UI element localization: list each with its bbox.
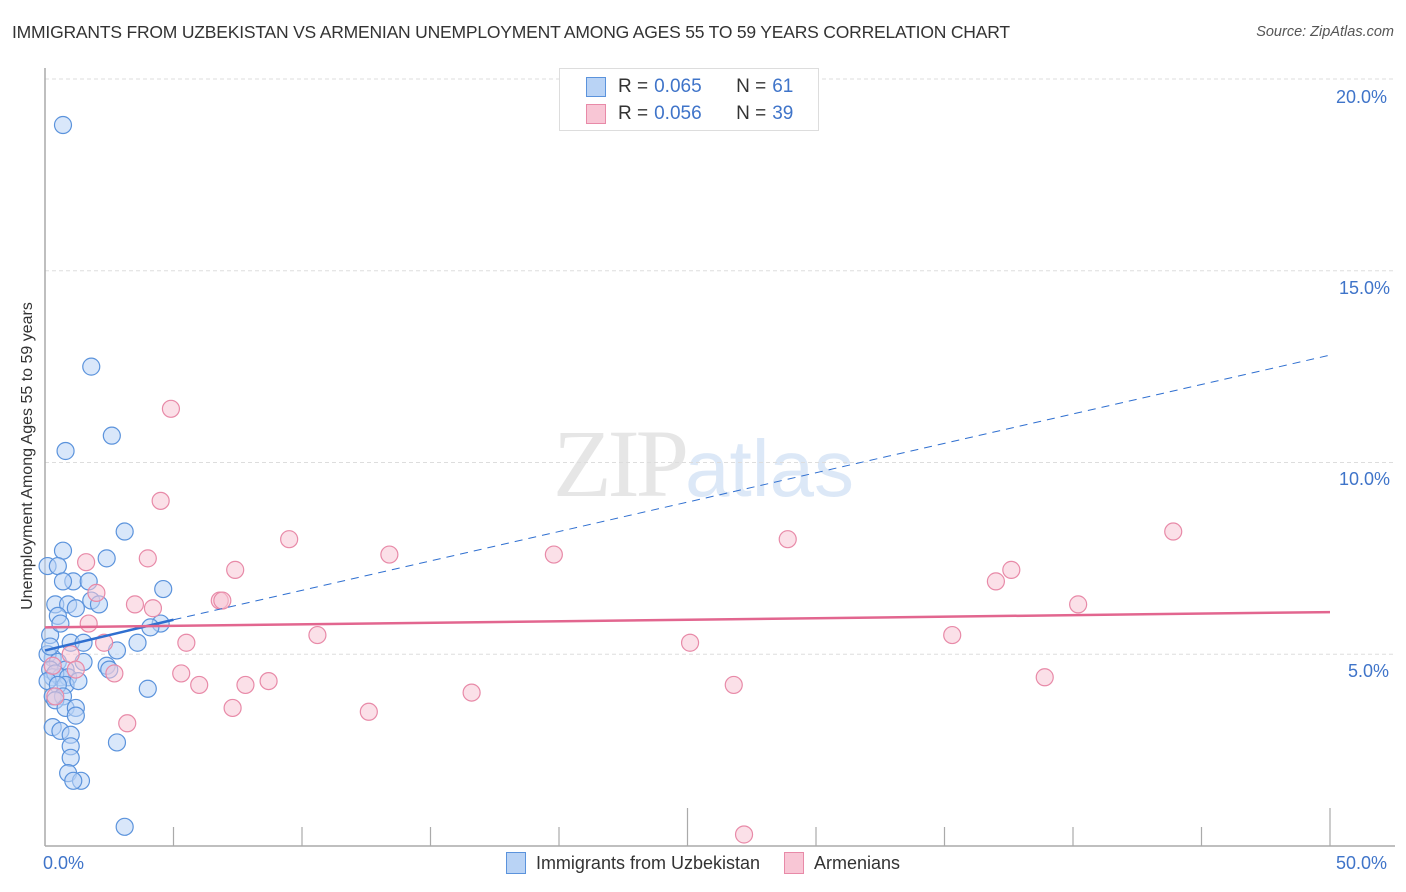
armenians-point bbox=[986, 572, 1006, 591]
armenians-point bbox=[151, 491, 170, 510]
armenians-point bbox=[1069, 595, 1088, 614]
x-tick-min: 0.0% bbox=[43, 853, 85, 873]
legend-label: Immigrants from Uzbekistan bbox=[535, 852, 760, 873]
armenians-point bbox=[226, 560, 245, 579]
r-value: 0.056 bbox=[654, 103, 702, 124]
n-label: N = bbox=[736, 103, 767, 124]
uzbekistan-point bbox=[97, 549, 116, 568]
y-tick-10: 10.0% bbox=[1339, 469, 1391, 489]
armenians-point bbox=[380, 545, 399, 564]
series-legend: Immigrants from Uzbekistan Armenians bbox=[0, 852, 1406, 874]
legend-row-armenians: R = 0.056 N = 39 bbox=[586, 102, 793, 126]
armenians-point bbox=[259, 671, 278, 691]
armenians-point bbox=[190, 675, 209, 695]
armenians-point bbox=[79, 614, 98, 633]
uzbekistan-trendline-extension bbox=[173, 354, 1331, 621]
x-tick-max: 50.0% bbox=[1336, 853, 1388, 873]
y-tick-20: 20.0% bbox=[1336, 87, 1388, 107]
uzbekistan-point bbox=[53, 541, 73, 560]
r-label: R = bbox=[618, 103, 649, 124]
armenians-point bbox=[778, 530, 797, 549]
uzbekistan-point bbox=[138, 679, 157, 698]
uzbekistan-point bbox=[56, 441, 75, 461]
armenians-point bbox=[61, 645, 80, 664]
uzbekistan-point bbox=[115, 817, 134, 836]
armenians-point bbox=[105, 664, 124, 683]
y-tick-15: 15.0% bbox=[1339, 278, 1391, 298]
armenians-point bbox=[43, 656, 62, 675]
uzbekistan-point bbox=[82, 357, 101, 376]
armenians-point bbox=[308, 625, 327, 645]
armenians-point bbox=[87, 583, 106, 602]
armenians-point bbox=[125, 595, 145, 614]
uzbekistan-point bbox=[53, 115, 73, 135]
armenians-point bbox=[138, 549, 157, 568]
armenians-point bbox=[1164, 522, 1183, 541]
armenians-point bbox=[544, 545, 563, 564]
uzbekistan-trendline bbox=[44, 618, 174, 652]
pink-swatch-icon bbox=[784, 852, 804, 874]
uzbekistan-point bbox=[61, 748, 80, 767]
n-value: 61 bbox=[772, 76, 794, 97]
armenians-point bbox=[280, 530, 299, 549]
source-label: Source: ZipAtlas.com bbox=[1256, 24, 1394, 40]
uzbekistan-point bbox=[53, 572, 73, 591]
legend-row-uzbekistan: R = 0.065 N = 61 bbox=[586, 75, 793, 99]
pink-swatch-icon bbox=[586, 104, 606, 124]
uzbekistan-point bbox=[64, 771, 83, 790]
y-tick-5: 5.0% bbox=[1348, 661, 1390, 681]
armenians-trendline bbox=[44, 610, 1331, 629]
armenians-point bbox=[734, 825, 754, 844]
blue-swatch-icon bbox=[586, 77, 606, 97]
r-value: 0.065 bbox=[654, 76, 702, 97]
armenians-point bbox=[1035, 668, 1054, 687]
armenians-point bbox=[680, 633, 700, 652]
armenians-point bbox=[118, 714, 137, 733]
armenians-point bbox=[462, 683, 481, 702]
uzbekistan-point bbox=[66, 599, 85, 618]
n-label: N = bbox=[736, 76, 767, 97]
armenians-point bbox=[46, 687, 65, 706]
armenians-point bbox=[943, 625, 962, 645]
legend-item-uzbekistan[interactable]: Immigrants from Uzbekistan bbox=[505, 852, 760, 874]
armenians-point bbox=[77, 553, 96, 572]
chart-title: IMMIGRANTS FROM UZBEKISTAN VS ARMENIAN U… bbox=[12, 22, 1010, 42]
armenians-point bbox=[236, 675, 255, 695]
uzbekistan-point bbox=[51, 614, 70, 633]
uzbekistan-point bbox=[48, 556, 67, 576]
r-label: R = bbox=[618, 76, 649, 97]
correlation-legend: R = 0.065 N = 61 R = 0.056 N = 39 bbox=[559, 68, 819, 131]
n-value: 39 bbox=[772, 103, 794, 124]
uzbekistan-point bbox=[102, 426, 121, 445]
uzbekistan-point bbox=[128, 633, 147, 652]
armenians-point bbox=[1002, 560, 1021, 579]
armenians-point bbox=[724, 675, 743, 695]
armenians-point bbox=[161, 399, 181, 418]
blue-swatch-icon bbox=[505, 852, 526, 874]
armenians-point bbox=[213, 591, 232, 610]
legend-label: Armenians bbox=[814, 852, 901, 873]
armenians-point bbox=[177, 633, 196, 652]
uzbekistan-point bbox=[154, 579, 173, 599]
armenians-point bbox=[66, 660, 85, 679]
uzbekistan-point bbox=[115, 522, 134, 541]
armenians-point bbox=[359, 702, 378, 721]
armenians-point bbox=[143, 599, 163, 618]
armenians-point bbox=[172, 664, 191, 683]
uzbekistan-point bbox=[66, 706, 85, 725]
armenians-point bbox=[223, 698, 242, 718]
legend-item-armenians[interactable]: Armenians bbox=[784, 852, 900, 874]
uzbekistan-point bbox=[107, 733, 127, 752]
